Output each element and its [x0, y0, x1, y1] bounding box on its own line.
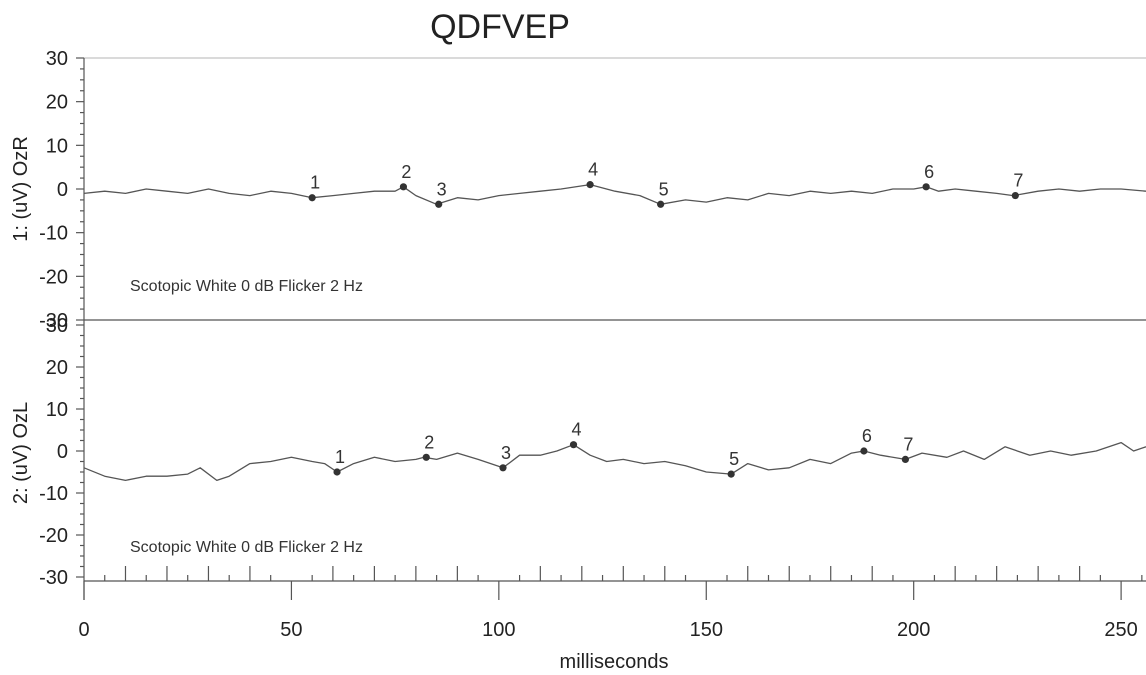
x-axis-label: milliseconds [560, 651, 669, 673]
peak-marker-label: 2 [424, 432, 434, 452]
peak-marker [657, 200, 665, 208]
x-tick-label: 100 [482, 619, 515, 641]
panel-annotation: Scotopic White 0 dB Flicker 2 Hz [130, 539, 363, 556]
peak-marker-label: 3 [437, 179, 447, 199]
y-tick-label: 30 [46, 48, 68, 70]
peak-marker-label: 6 [924, 162, 934, 182]
y-axis-label: 2: (uV) OzL [10, 402, 32, 504]
y-tick-label: 0 [57, 179, 68, 201]
peak-marker-label: 4 [588, 160, 598, 180]
y-tick-label: -10 [39, 483, 68, 505]
peak-marker-label: 6 [862, 426, 872, 446]
peak-marker-label: 3 [501, 443, 511, 463]
peak-marker-label: 1 [335, 447, 345, 467]
peak-marker [1011, 191, 1019, 200]
y-tick-label: -10 [39, 223, 68, 245]
y-tick-label: 10 [46, 399, 68, 421]
peak-marker [333, 468, 341, 476]
y-tick-label: -30 [39, 310, 68, 332]
y-tick-label: 0 [57, 441, 68, 463]
y-tick-label: -30 [39, 567, 68, 589]
peak-marker-label: 5 [659, 179, 669, 199]
peak-marker-label: 5 [729, 449, 739, 469]
peak-marker [860, 447, 868, 455]
y-tick-label: -20 [39, 266, 68, 288]
x-tick-label: 0 [78, 619, 89, 641]
peak-marker [308, 194, 316, 202]
peak-marker [586, 181, 594, 189]
y-tick-label: 20 [46, 357, 68, 379]
peak-marker-label: 7 [903, 434, 913, 454]
waveform-trace [83, 183, 1146, 205]
y-tick-label: 30 [46, 315, 68, 337]
x-tick-label: 150 [690, 619, 723, 641]
peak-marker [399, 183, 408, 191]
peak-marker-label: 1 [310, 173, 320, 193]
y-tick-label: 20 [46, 92, 68, 114]
peak-marker [922, 183, 930, 191]
peak-marker-label: 4 [572, 420, 582, 440]
panel-annotation: Scotopic White 0 dB Flicker 2 Hz [130, 278, 363, 295]
peak-marker [435, 200, 443, 208]
peak-marker-label: 2 [401, 162, 411, 182]
y-axis-label: 1: (uV) OzR [10, 136, 32, 242]
y-tick-label: 10 [46, 135, 68, 157]
peak-marker [727, 470, 735, 478]
waveform-trace [83, 441, 1146, 482]
chart-title: QDFVEP [430, 8, 570, 46]
peak-marker [499, 464, 507, 472]
x-tick-label: 250 [1104, 619, 1137, 641]
peak-marker [422, 453, 430, 461]
peak-marker-label: 7 [1013, 171, 1023, 191]
x-tick-label: 50 [280, 619, 302, 641]
peak-marker [901, 455, 909, 463]
x-tick-label: 200 [897, 619, 930, 641]
y-tick-label: -20 [39, 525, 68, 547]
peak-marker [569, 441, 578, 449]
